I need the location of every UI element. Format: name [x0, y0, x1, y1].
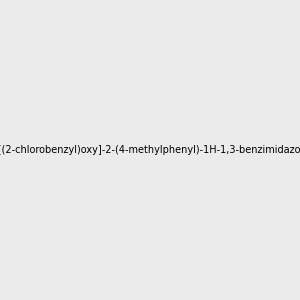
Text: 1-[(2-chlorobenzyl)oxy]-2-(4-methylphenyl)-1H-1,3-benzimidazole: 1-[(2-chlorobenzyl)oxy]-2-(4-methylpheny…	[0, 145, 300, 155]
